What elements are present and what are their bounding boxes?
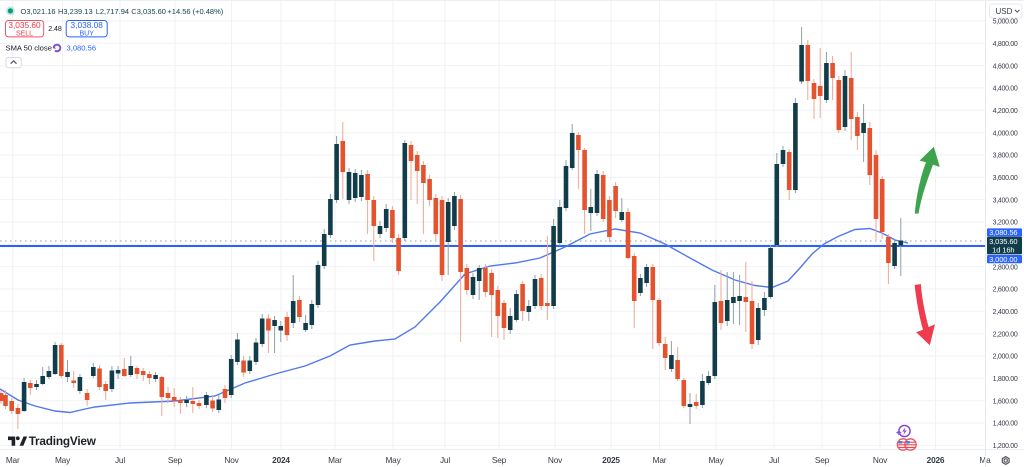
svg-text:2.48: 2.48 (48, 26, 62, 33)
svg-text:1,200.00: 1,200.00 (993, 443, 1018, 450)
svg-text:4,600.00: 4,600.00 (993, 63, 1018, 70)
svg-text:3,200.00: 3,200.00 (993, 220, 1018, 227)
svg-text:Mar: Mar (328, 455, 342, 465)
svg-text:3,080.56: 3,080.56 (67, 43, 97, 52)
svg-text:Sep: Sep (492, 455, 507, 465)
svg-text:Nov: Nov (224, 455, 239, 465)
svg-text:Jul: Jul (115, 455, 125, 465)
svg-text:2,600.00: 2,600.00 (993, 287, 1018, 294)
svg-text:USD: USD (996, 7, 1013, 16)
svg-text:SELL: SELL (16, 30, 33, 37)
svg-text:May: May (708, 455, 724, 465)
svg-text:Nov: Nov (873, 455, 888, 465)
svg-text:1,600.00: 1,600.00 (993, 398, 1018, 405)
svg-text:2025: 2025 (602, 455, 620, 465)
svg-text:3,038.08: 3,038.08 (71, 20, 104, 30)
svg-text:Jul: Jul (769, 455, 779, 465)
svg-text:5,000.00: 5,000.00 (993, 19, 1018, 26)
svg-text:Mar: Mar (653, 455, 667, 465)
svg-text:May: May (385, 455, 401, 465)
svg-text:4,400.00: 4,400.00 (993, 86, 1018, 93)
svg-text:4,800.00: 4,800.00 (993, 41, 1018, 48)
svg-text:1d 16h: 1d 16h (992, 246, 1014, 255)
svg-text:2,400.00: 2,400.00 (993, 309, 1018, 316)
svg-text:2,800.00: 2,800.00 (993, 264, 1018, 271)
svg-text:1,400.00: 1,400.00 (993, 421, 1018, 428)
svg-text:May: May (55, 455, 71, 465)
svg-text:Sep: Sep (815, 455, 830, 465)
svg-text:2,000.00: 2,000.00 (993, 354, 1018, 361)
svg-text:BUY: BUY (79, 30, 94, 37)
svg-text:3,035.60: 3,035.60 (8, 20, 41, 30)
svg-text:2024: 2024 (272, 455, 290, 465)
svg-text:3,000.00: 3,000.00 (989, 255, 1017, 264)
svg-text:4,000.00: 4,000.00 (993, 130, 1018, 137)
svg-text:Mar: Mar (6, 455, 20, 465)
svg-text:Nov: Nov (548, 455, 563, 465)
svg-text:3,600.00: 3,600.00 (993, 175, 1018, 182)
svg-text:Sep: Sep (168, 455, 183, 465)
svg-text:3,800.00: 3,800.00 (993, 153, 1018, 160)
svg-text:2026: 2026 (927, 455, 945, 465)
svg-text:1,800.00: 1,800.00 (993, 376, 1018, 383)
svg-text:Jul: Jul (440, 455, 450, 465)
svg-text:2,200.00: 2,200.00 (993, 331, 1018, 338)
svg-text:4,200.00: 4,200.00 (993, 108, 1018, 115)
svg-text:TradingView: TradingView (29, 434, 97, 448)
svg-text:SMA 50 close: SMA 50 close (6, 43, 52, 52)
svg-text:3,080.56: 3,080.56 (989, 228, 1017, 237)
svg-text:3,400.00: 3,400.00 (993, 197, 1018, 204)
svg-text:3,035.60: 3,035.60 (989, 237, 1017, 246)
